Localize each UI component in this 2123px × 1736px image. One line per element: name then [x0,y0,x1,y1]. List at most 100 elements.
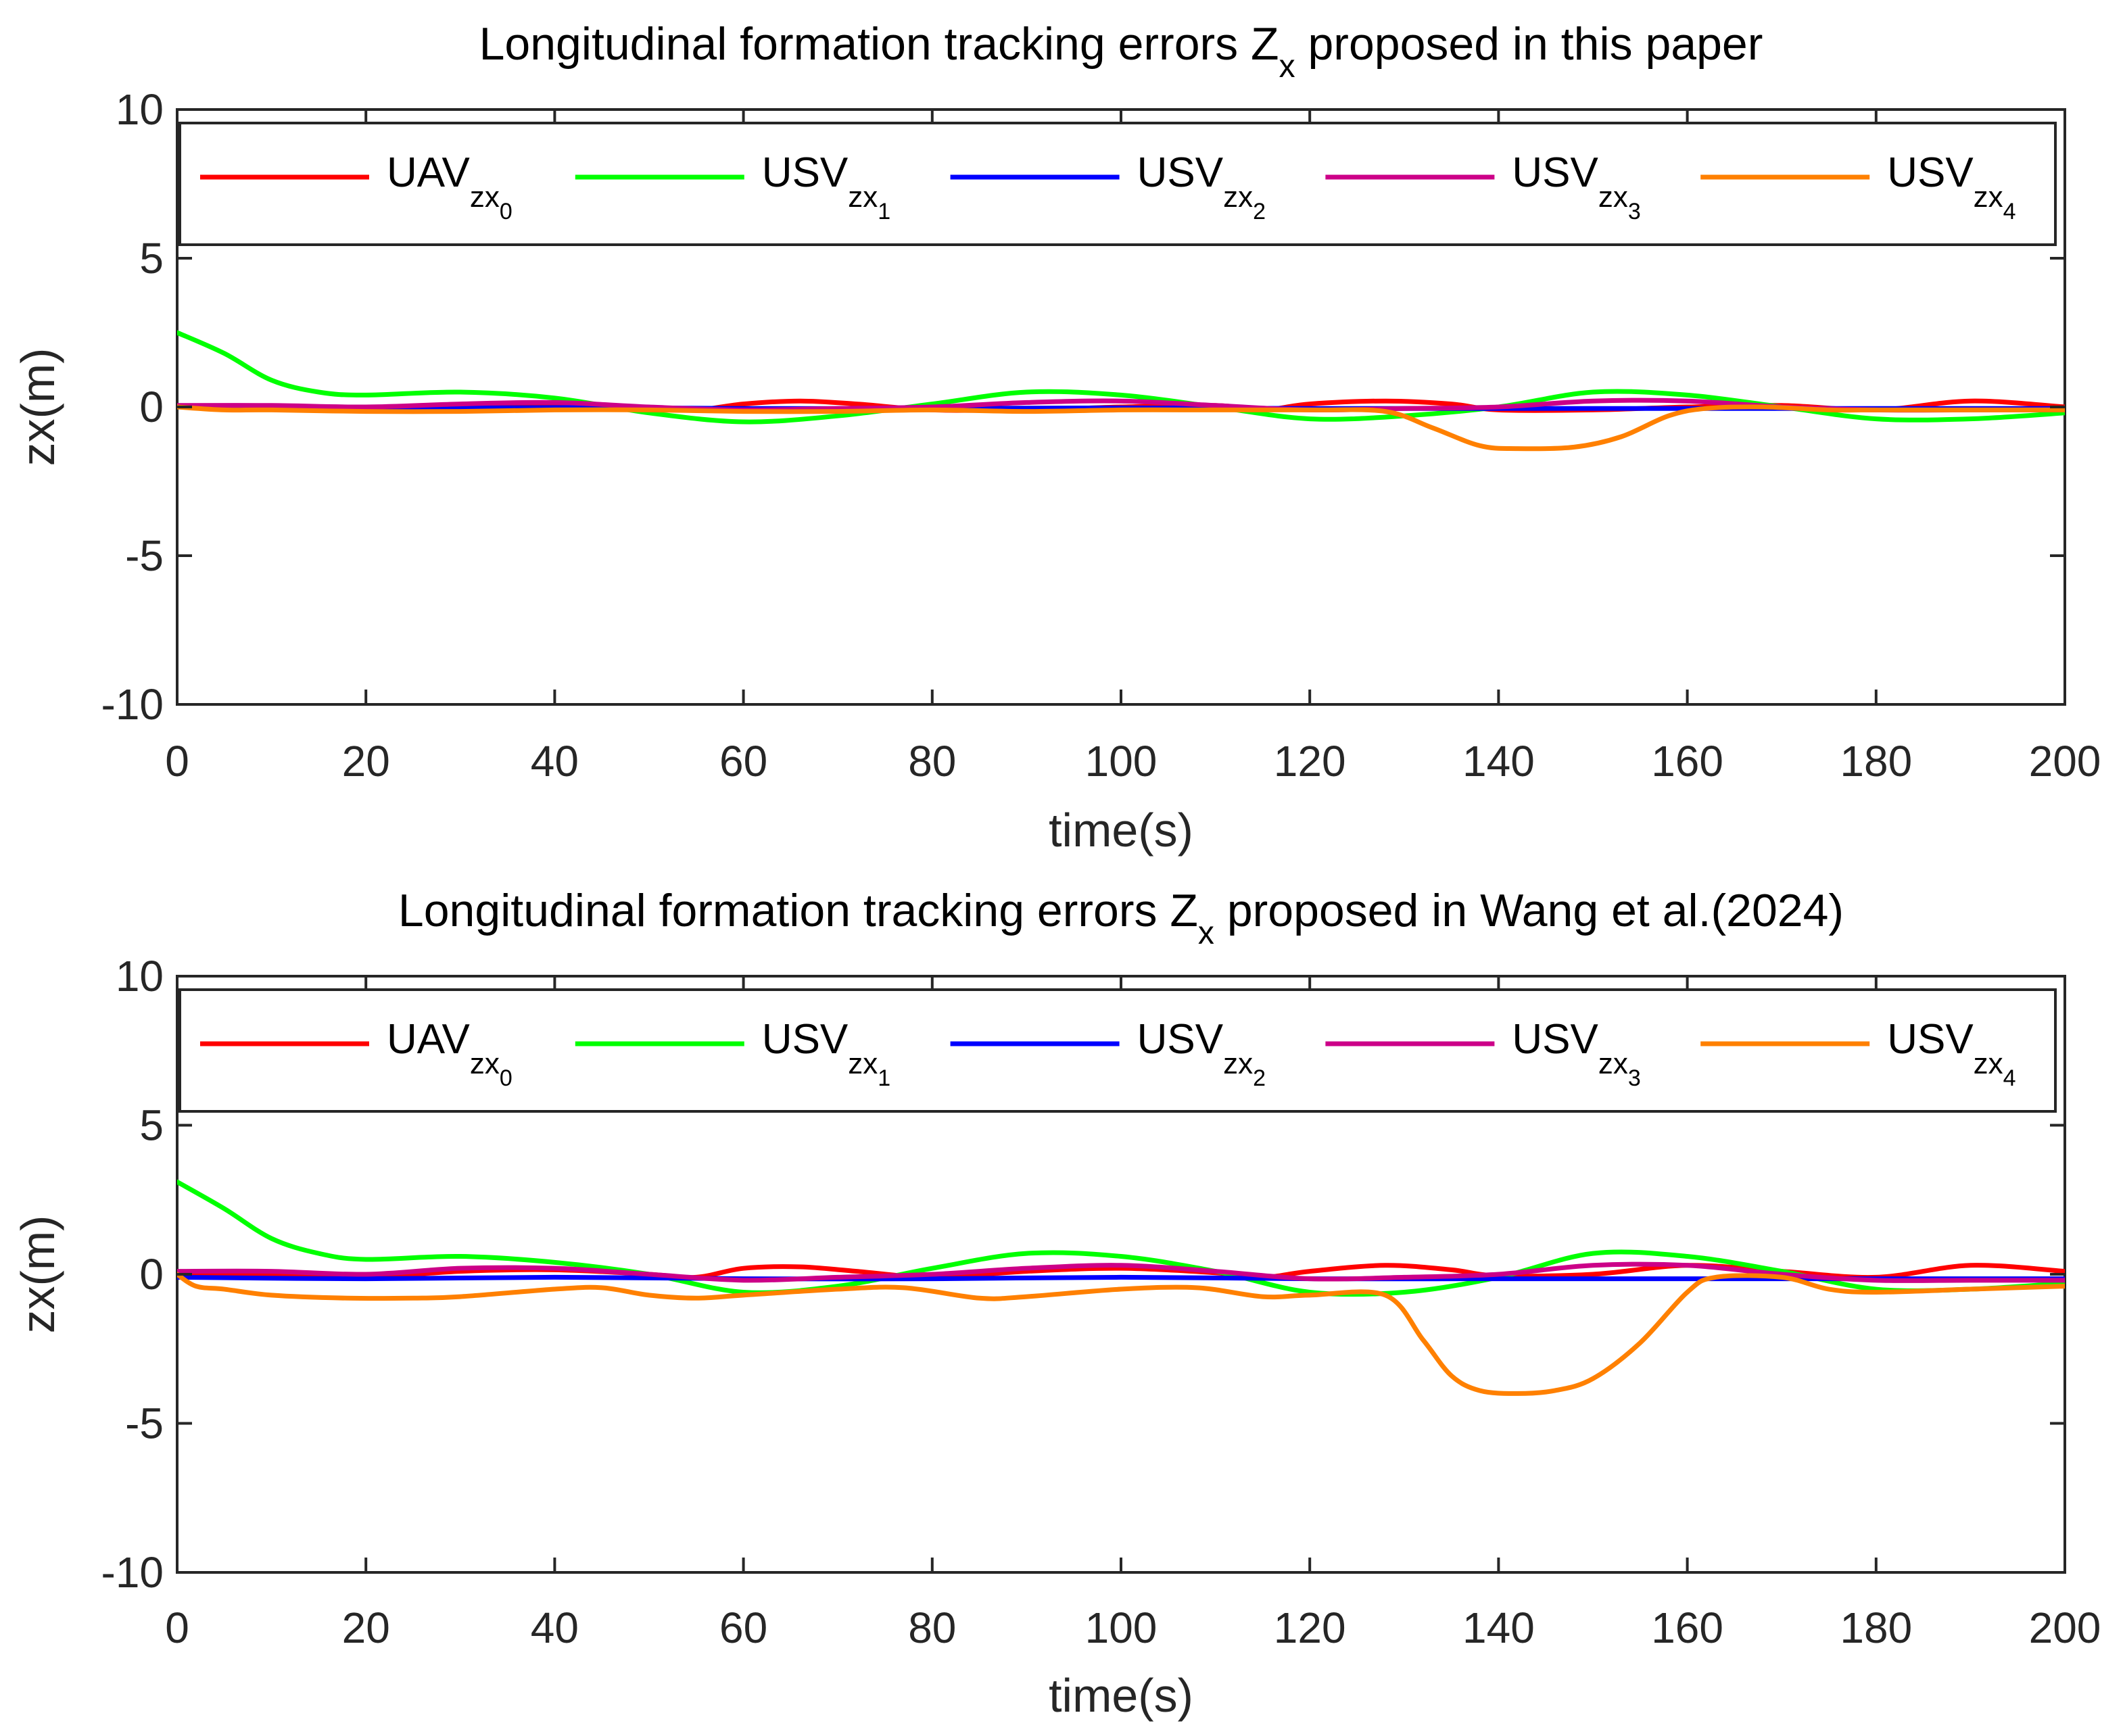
legend-label-subscript: zx [1598,1047,1628,1080]
legend-item: USVzx3 [1325,149,1641,224]
legend-box [178,988,2057,1113]
y-tick-label: 5 [139,1101,164,1150]
legend-item: USVzx3 [1325,1016,1641,1091]
x-tick-label: 80 [908,1604,956,1652]
legend-label-name: USV [1137,1016,1224,1063]
chart-title-main: Longitudinal formation tracking errors Z [398,885,1198,936]
legend-label-index: 3 [1628,1065,1641,1091]
series-line-usv-2 [177,1274,2065,1282]
chart-title: Longitudinal formation tracking errors Z… [398,885,1844,951]
x-tick-label: 0 [165,737,189,786]
series-group [177,1179,2065,1396]
legend-label-index: 1 [878,199,890,224]
y-tick-label: 0 [139,1250,164,1299]
legend-label-name: USV [1887,149,1974,196]
series-line-usv-4 [177,1272,2065,1396]
legend-label: UAVzx0 [387,149,512,224]
chart-title-suffix: proposed in Wang et al.(2024) [1214,885,1844,936]
legend-label: USVzx1 [762,1016,890,1091]
legend-label-subscript: zx [848,1047,878,1080]
legend-item: USVzx4 [1700,149,2016,224]
y-tick-label: 10 [116,85,164,134]
chart-title-main: Longitudinal formation tracking errors Z [479,18,1279,70]
legend-label: USVzx2 [1137,149,1266,224]
legend-box [178,122,2057,246]
legend-label-subscript: zx [1974,180,2003,214]
legend-item: USVzx1 [575,1016,890,1091]
legend-label-name: USV [762,1016,849,1063]
x-tick-label: 0 [165,1604,189,1652]
legend-label: USVzx3 [1512,149,1640,224]
x-tick-label: 40 [531,1604,579,1652]
legend-label-name: UAV [387,149,471,196]
x-tick-label: 140 [1462,1604,1535,1652]
series-group [177,330,2065,452]
legend-label-subscript: zx [848,180,878,214]
legend-label: USVzx4 [1887,1016,2015,1091]
x-tick-label: 200 [2029,737,2101,786]
y-tick-label: -10 [101,1548,164,1597]
legend-label-index: 1 [878,1065,890,1091]
legend-label-name: USV [762,149,849,196]
x-tick-label: 60 [719,737,767,786]
chart-title-suffix: proposed in this paper [1295,18,1763,70]
y-tick-label: 0 [139,383,164,431]
x-tick-label: 100 [1085,1604,1158,1652]
legend-label-index: 4 [2003,1065,2016,1091]
legend-item: UAVzx0 [200,1016,512,1091]
chart-title-subscript: x [1198,915,1214,951]
y-tick-label: 10 [116,952,164,1000]
legend-label-index: 3 [1628,199,1641,224]
legend-label-subscript: zx [1598,180,1628,214]
series-line-usv-3 [177,1261,2065,1283]
x-tick-label: 60 [719,1604,767,1652]
y-axis-label: zx(m) [11,1215,64,1334]
legend-label: USVzx1 [762,149,890,224]
x-tick-label: 40 [531,737,579,786]
chart-panel-2: Longitudinal formation tracking errors Z… [11,885,2101,1722]
legend-label: UAVzx0 [387,1016,512,1091]
x-tick-label: 160 [1651,737,1723,786]
x-tick-label: 20 [342,737,390,786]
series-line-usv-1 [177,330,2065,425]
legend-item: USVzx4 [1700,1016,2016,1091]
x-tick-label: 140 [1462,737,1535,786]
legend-item: UAVzx0 [200,149,512,224]
x-tick-label: 120 [1274,1604,1346,1652]
x-tick-label: 180 [1840,737,1912,786]
legend-label-index: 2 [1253,199,1266,224]
legend-label-index: 2 [1253,1065,1266,1091]
legend-label-subscript: zx [1223,180,1253,214]
x-tick-label: 180 [1840,1604,1912,1652]
legend-label: USVzx2 [1137,1016,1266,1091]
x-tick-label: 100 [1085,737,1158,786]
chart-title-subscript: x [1279,49,1295,85]
legend-item: USVzx1 [575,149,890,224]
legend-label-name: USV [1137,149,1224,196]
legend-label-name: USV [1887,1016,1974,1063]
x-axis-label: time(s) [1049,804,1193,857]
series-line-usv-4 [177,404,2065,452]
series-line-usv-1 [177,1179,2065,1297]
legend-label-subscript: zx [470,180,500,214]
legend-label-subscript: zx [1974,1047,2003,1080]
legend-label-index: 0 [500,1065,512,1091]
y-tick-label: -5 [125,531,164,580]
y-tick-label: -5 [125,1399,164,1448]
legend-label: USVzx4 [1887,149,2015,224]
x-tick-label: 200 [2029,1604,2101,1652]
x-tick-label: 20 [342,1604,390,1652]
legend-item: USVzx2 [950,149,1266,224]
y-tick-label: -10 [101,680,164,729]
legend-label-name: USV [1512,1016,1598,1063]
legend-label: USVzx3 [1512,1016,1640,1091]
legend-label-index: 4 [2003,199,2016,224]
y-tick-label: 5 [139,234,164,283]
legend-label-name: USV [1512,149,1598,196]
x-tick-label: 80 [908,737,956,786]
legend-item: USVzx2 [950,1016,1266,1091]
chart-title: Longitudinal formation tracking errors Z… [479,18,1763,85]
